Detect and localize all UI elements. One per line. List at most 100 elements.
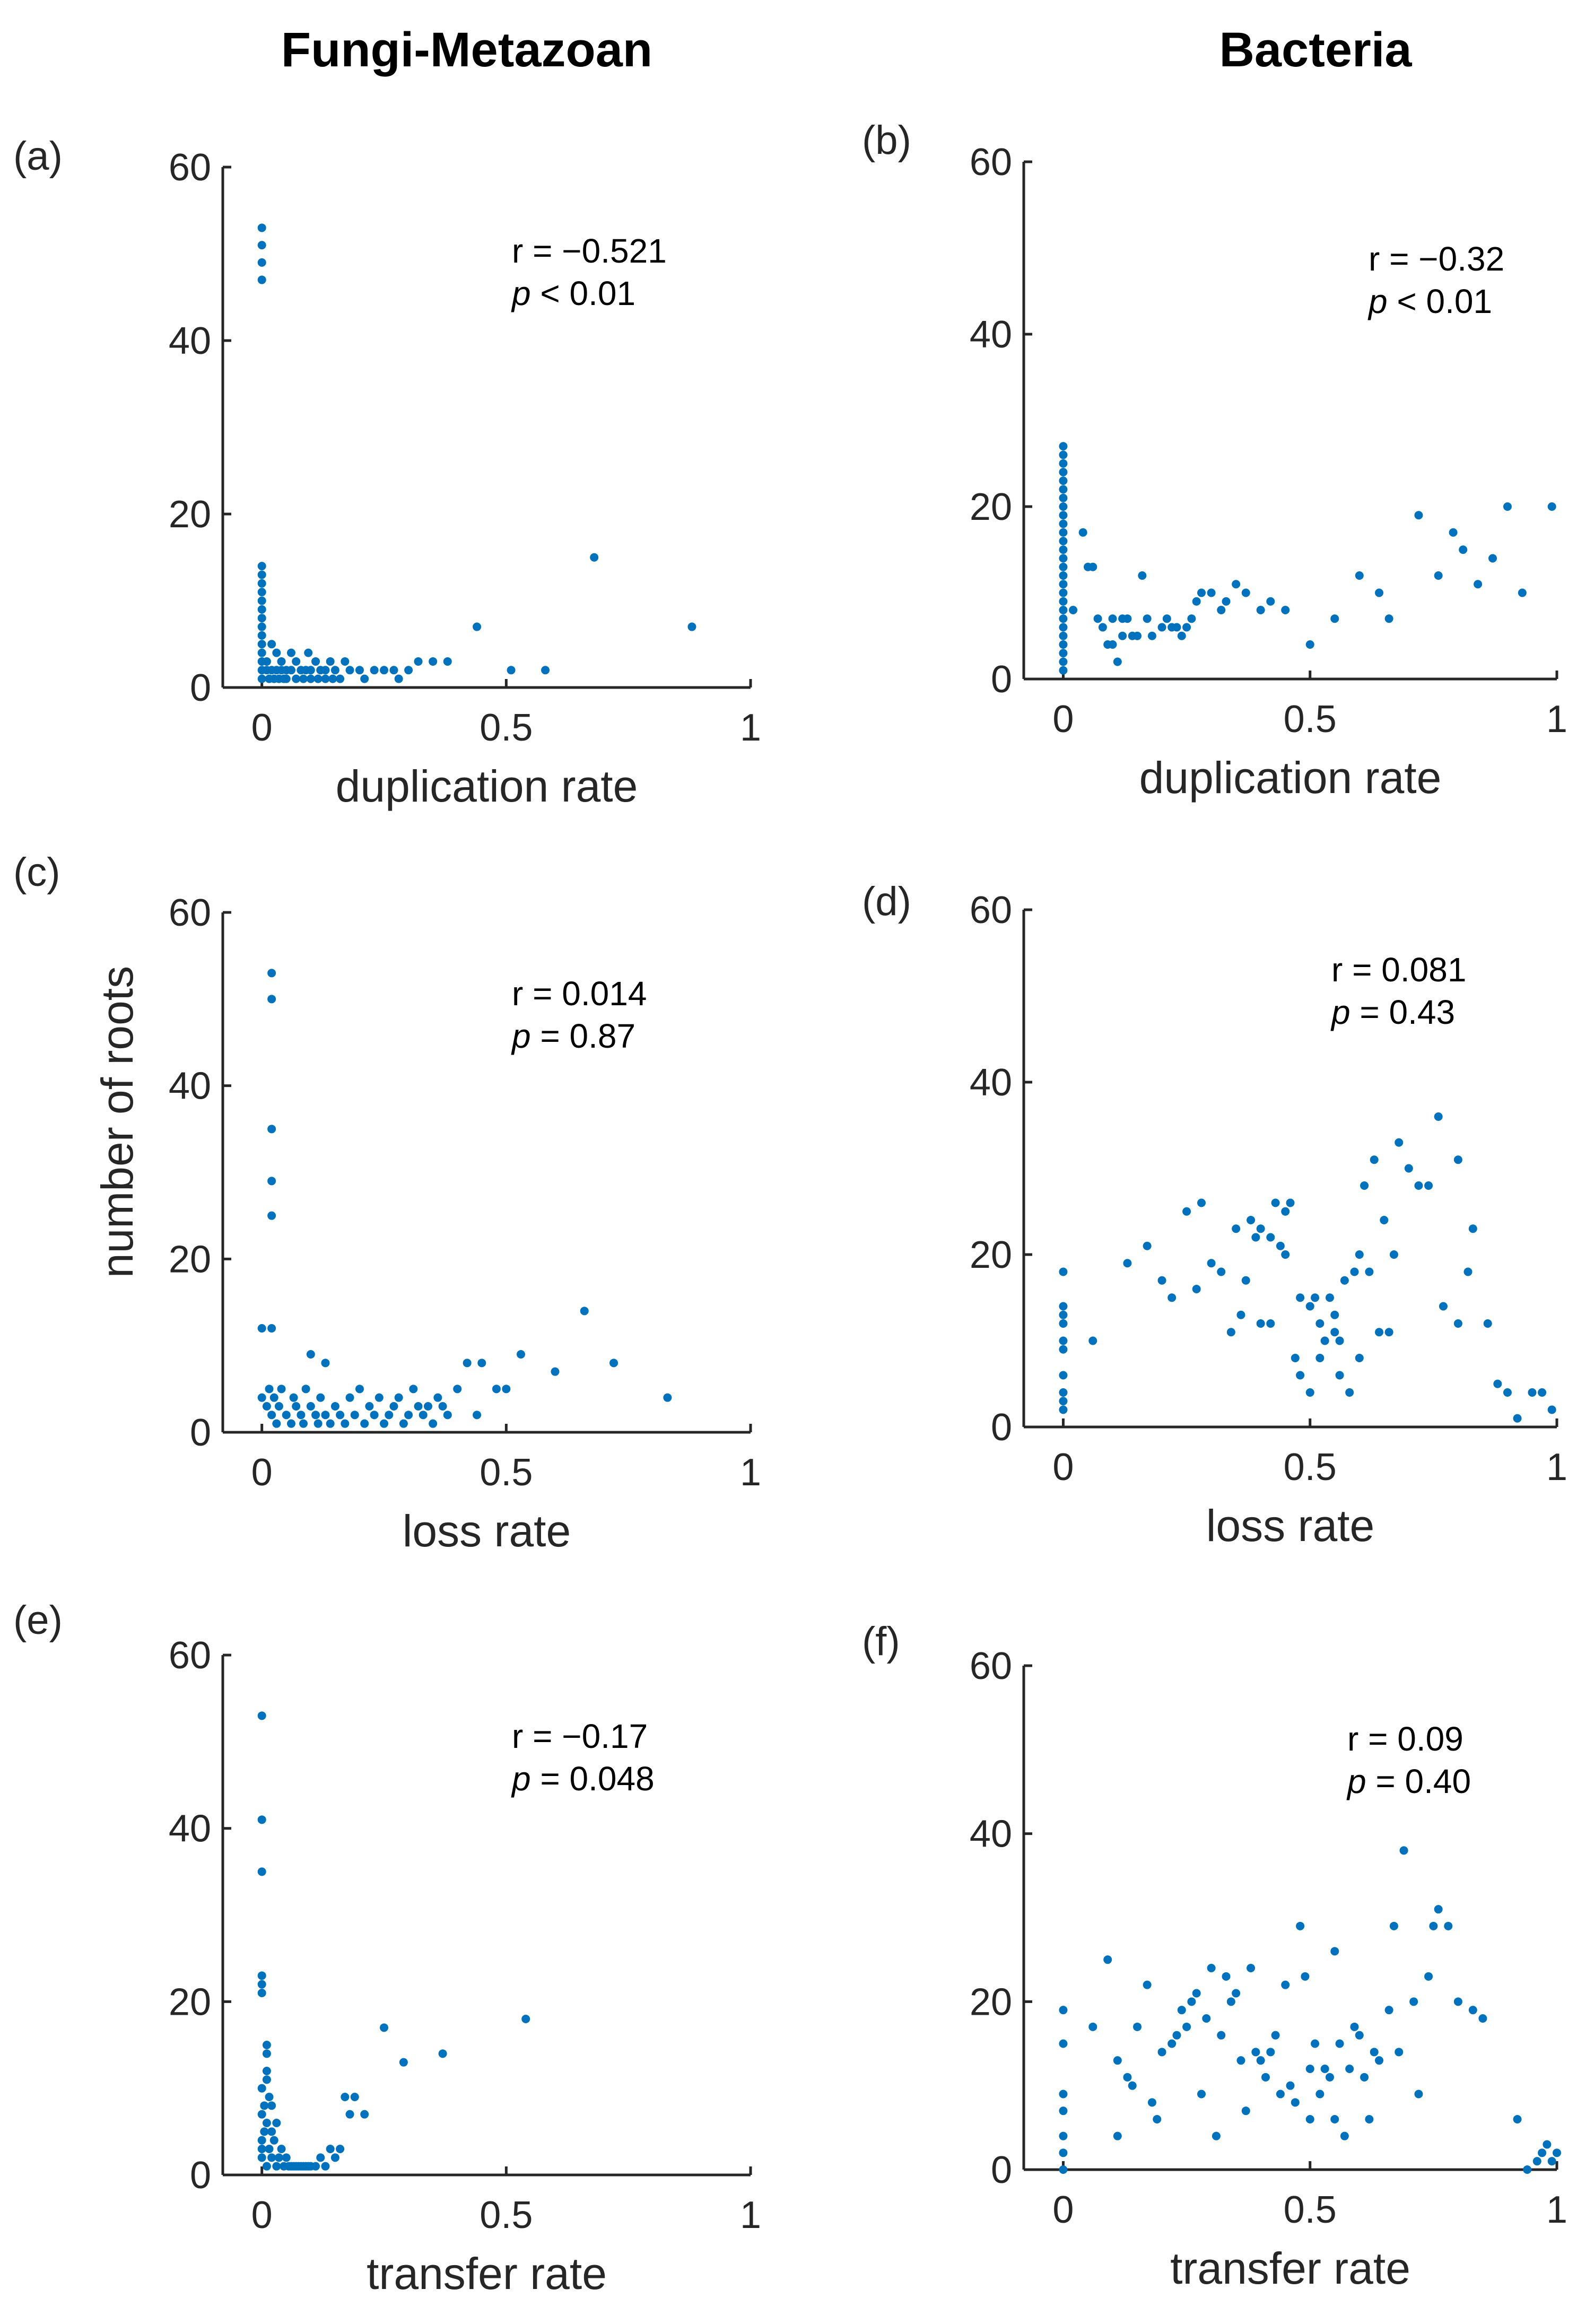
scatter-point <box>1305 2065 1314 2073</box>
scatter-point <box>274 1402 283 1411</box>
scatter-point <box>286 1419 295 1428</box>
scatter-point <box>1350 1267 1359 1276</box>
scatter-point <box>1226 1997 1235 2006</box>
scatter-point <box>1532 2157 1541 2166</box>
scatter-point <box>267 969 276 978</box>
scatter-points <box>1059 442 1556 675</box>
scatter-point <box>502 1385 511 1394</box>
scatter-point <box>1059 485 1068 494</box>
y-tick-label: 60 <box>169 1634 211 1677</box>
scatter-point <box>453 1385 462 1394</box>
scatter-point <box>374 1393 384 1402</box>
scatter-point <box>306 1402 315 1411</box>
scatter-point <box>328 674 337 683</box>
scatter-point <box>1192 1285 1201 1293</box>
scatter-point <box>345 1393 354 1402</box>
scatter-point <box>1133 631 1142 640</box>
scatter-point <box>404 666 413 675</box>
scatter-point <box>1197 2090 1206 2099</box>
scatter-point <box>1483 1319 1492 1328</box>
panel-label: (a) <box>13 134 63 179</box>
scatter-point <box>257 570 266 579</box>
scatter-point <box>1187 614 1196 623</box>
scatter-point <box>1118 631 1127 640</box>
scatter-point <box>1528 1388 1537 1397</box>
scatter-point <box>1187 1997 1196 2006</box>
scatter-point <box>1325 2073 1334 2082</box>
scatter-point <box>1384 2006 1393 2015</box>
scatter-point <box>1281 1207 1290 1216</box>
scatter-point <box>306 666 315 675</box>
correlation-r: r = 0.081 <box>1331 951 1466 989</box>
scatter-point <box>262 2162 271 2171</box>
scatter-point <box>1172 623 1181 632</box>
scatter-point <box>1059 1302 1068 1311</box>
scatter-point <box>257 1393 266 1402</box>
scatter-point <box>1059 1319 1068 1328</box>
scatter-point <box>262 2049 271 2058</box>
scatter-point <box>257 605 266 614</box>
scatter-point <box>1059 1336 1068 1345</box>
scatter-point <box>1143 614 1152 623</box>
scatter-point <box>580 1307 589 1316</box>
scatter-point <box>516 1350 525 1359</box>
scatter-point <box>1059 537 1068 545</box>
scatter-point <box>1384 1328 1393 1337</box>
scatter-point <box>1182 623 1191 632</box>
scatter-point <box>438 2049 447 2058</box>
scatter-point <box>1547 2157 1556 2166</box>
scatter-point <box>1059 562 1068 571</box>
scatter-point <box>1157 2048 1166 2057</box>
x-axis-label: loss rate <box>403 1506 571 1556</box>
scatter-point <box>1424 1181 1433 1190</box>
scatter-point <box>1335 1336 1344 1345</box>
y-tick-label: 0 <box>190 2154 211 2197</box>
scatter-point <box>1444 1921 1453 1930</box>
scatter-point <box>1256 1319 1265 1328</box>
scatter-point <box>306 674 315 683</box>
y-tick-label: 20 <box>169 1238 211 1281</box>
scatter-point <box>1157 1276 1166 1285</box>
p-symbol: p <box>1346 1762 1366 1800</box>
scatter-point <box>1424 1972 1433 1981</box>
scatter-point <box>1059 657 1068 666</box>
scatter-point <box>1059 623 1068 632</box>
scatter-point <box>1059 649 1068 658</box>
scatter-point <box>1247 1216 1256 1224</box>
x-tick-label: 0.5 <box>480 707 533 749</box>
scatter-point <box>260 2101 269 2110</box>
scatter-point <box>1078 528 1087 537</box>
scatter-point <box>1232 1224 1241 1233</box>
scatter-point <box>1192 1989 1201 1998</box>
scatter-point <box>286 648 295 657</box>
scatter-point <box>1069 606 1078 614</box>
scatter-point <box>1059 2131 1068 2140</box>
x-tick-label: 1 <box>1546 2189 1567 2231</box>
x-tick-label: 0 <box>1052 2189 1074 2231</box>
y-tick-label: 60 <box>970 889 1012 932</box>
scatter-point <box>330 666 339 675</box>
scatter-point <box>257 648 266 657</box>
scatter-point <box>1133 2022 1142 2031</box>
scatter-points <box>257 1711 530 2171</box>
scatter-point <box>1059 545 1068 554</box>
scatter-point <box>438 1402 447 1411</box>
y-tick-label: 20 <box>169 1981 211 2023</box>
scatter-point <box>282 674 291 683</box>
scatter-point <box>330 2153 339 2162</box>
y-tick-label: 0 <box>190 1412 211 1454</box>
scatter-point <box>267 640 276 649</box>
scatter-point <box>1311 1293 1320 1302</box>
scatter-point <box>1222 1972 1231 1981</box>
scatter-point <box>257 2145 266 2153</box>
x-tick-label: 0 <box>251 2194 273 2236</box>
scatter-point <box>267 2101 276 2110</box>
panels: (a) 0 20 40 60 0 0.5 1 duplication rate r = −0.52… <box>13 118 1567 2299</box>
scatter-point <box>389 1402 398 1411</box>
scatter-point <box>1241 2107 1250 2116</box>
scatter-point <box>267 995 276 1004</box>
scatter-point <box>1059 528 1068 537</box>
scatter-point <box>1266 597 1275 606</box>
scatter-point <box>311 2162 320 2171</box>
scatter-point <box>257 579 266 588</box>
